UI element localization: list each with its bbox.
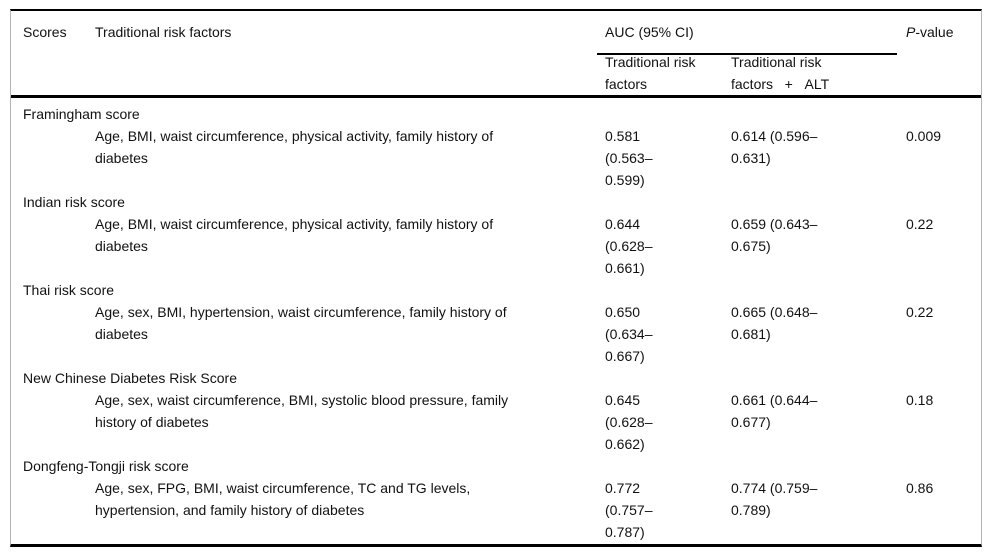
score-name: New Chinese Diabetes Risk Score xyxy=(23,370,237,386)
header-scores: Scores xyxy=(23,24,67,40)
risk-factors-text: Age, sex, BMI, hypertension, waist circu… xyxy=(95,304,507,342)
auc-traditional-alt-value: 0.659 (0.643– 0.675) xyxy=(731,216,818,254)
auc-traditional-alt-value: 0.774 (0.759– 0.789) xyxy=(731,480,818,518)
p-value: 0.86 xyxy=(906,480,934,496)
auc-traditional-value: 0.650 (0.634– 0.667) xyxy=(605,304,653,364)
p-value: 0.009 xyxy=(906,128,942,144)
table-body: Framingham score Age, BMI, waist circumf… xyxy=(11,98,981,543)
header-traditional-risk-factors: Traditional risk factors xyxy=(95,24,232,40)
table-row-group-thai: Thai risk score Age, sex, BMI, hypertens… xyxy=(11,279,981,367)
risk-factors-text: Age, BMI, waist circumference, physical … xyxy=(95,216,494,254)
score-name: Indian risk score xyxy=(23,194,125,210)
score-name: Dongfeng-Tongji risk score xyxy=(23,458,189,474)
auc-traditional-value: 0.644 (0.628– 0.661) xyxy=(605,216,653,276)
header-auc-group: AUC (95% CI) xyxy=(597,21,897,55)
auc-traditional-value: 0.645 (0.628– 0.662) xyxy=(605,392,653,452)
risk-factors-text: Age, sex, FPG, BMI, waist circumference,… xyxy=(95,480,471,518)
score-name: Thai risk score xyxy=(23,282,115,298)
header-auc-label: AUC (95% CI) xyxy=(605,24,694,40)
table-row-group-new-chinese: New Chinese Diabetes Risk Score Age, sex… xyxy=(11,367,981,455)
table-row-group-framingham: Framingham score Age, BMI, waist circumf… xyxy=(11,103,981,191)
p-value: 0.22 xyxy=(906,216,934,232)
auc-traditional-alt-value: 0.661 (0.644– 0.677) xyxy=(731,392,818,430)
table-row-group-indian: Indian risk score Age, BMI, waist circum… xyxy=(11,191,981,279)
header-p-value: P-value xyxy=(897,21,981,43)
table-header: Scores Traditional risk factors AUC (95%… xyxy=(11,11,981,98)
auc-traditional-alt-value: 0.614 (0.596– 0.631) xyxy=(731,128,818,166)
p-value-italic-letter: P xyxy=(906,24,916,40)
risk-factors-text: Age, BMI, waist circumference, physical … xyxy=(95,128,494,166)
auc-traditional-value: 0.772 (0.757– 0.787) xyxy=(605,480,653,540)
subheader-traditional-risk-factors-plus-alt: Traditional risk factors + ALT xyxy=(731,54,830,92)
auc-traditional-value: 0.581 (0.563– 0.599) xyxy=(605,128,653,188)
score-name: Framingham score xyxy=(23,106,140,122)
p-value: 0.22 xyxy=(906,304,934,320)
risk-score-table: Scores Traditional risk factors AUC (95%… xyxy=(10,9,982,547)
risk-factors-text: Age, sex, waist circumference, BMI, syst… xyxy=(95,392,509,430)
subheader-traditional-risk-factors: Traditional risk factors xyxy=(605,54,696,92)
p-value: 0.18 xyxy=(906,392,934,408)
auc-traditional-alt-value: 0.665 (0.648– 0.681) xyxy=(731,304,818,342)
table-row-group-dongfeng-tongji: Dongfeng-Tongji risk score Age, sex, FPG… xyxy=(11,455,981,543)
p-value-rest: -value xyxy=(915,24,954,40)
